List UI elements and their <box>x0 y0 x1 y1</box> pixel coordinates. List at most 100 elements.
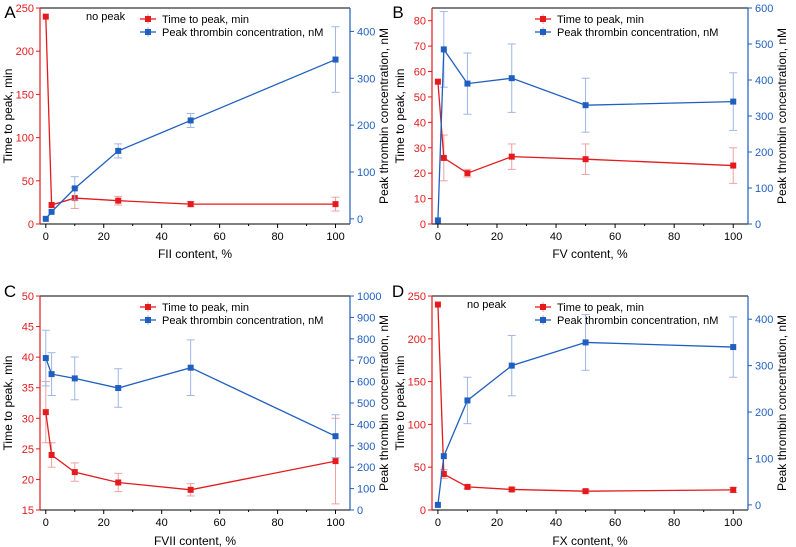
left-y-tick-label: 200 <box>16 46 34 58</box>
data-point <box>434 78 441 85</box>
data-point <box>115 147 122 154</box>
series-time-to-peak <box>41 381 340 505</box>
left-y-tick-label: 80 <box>414 16 426 28</box>
data-point <box>115 197 122 204</box>
data-point <box>508 486 515 493</box>
left-y-tick-label: 50 <box>414 462 426 474</box>
x-tick-label: 0 <box>43 517 49 529</box>
legend-label: Peak thrombin concentration, nM <box>162 27 323 39</box>
x-tick-label: 80 <box>271 517 283 529</box>
series-peak-thrombin <box>41 329 340 459</box>
panel-D: D 0 20 40 60 80 100 0 50 100 150 200 250 0 100 200 300 40… <box>392 282 789 547</box>
legend-label: Peak thrombin concentration, nM <box>557 27 718 39</box>
series-line <box>437 304 734 492</box>
annotation-no-peak: no peak <box>86 11 126 23</box>
panel-A: A 0 20 40 60 80 100 0 50 100 150 200 250 0 100 200 300 40… <box>1 3 391 261</box>
series-line <box>45 58 336 220</box>
x-tick-label: 80 <box>271 231 283 243</box>
legend-label: Time to peak, min <box>162 14 249 26</box>
legend-marker <box>540 317 546 323</box>
data-point <box>42 13 49 20</box>
data-point <box>332 56 339 63</box>
x-tick-label: 40 <box>550 231 562 243</box>
data-point <box>71 185 78 192</box>
right-y-tick-label: 600 <box>357 377 375 389</box>
data-point <box>508 75 515 82</box>
right-y-tick-label: 300 <box>357 73 375 85</box>
x-tick-label: 20 <box>491 231 503 243</box>
data-point <box>48 371 55 378</box>
right-y-tick-label: 400 <box>755 75 773 87</box>
data-point <box>48 451 55 458</box>
left-y-tick-label: 40 <box>414 117 426 129</box>
right-y-tick-label: 200 <box>755 147 773 159</box>
right-y-axis-title: Peak thrombin concentration, nM <box>775 28 789 204</box>
left-y-axis-title: Time to peak, min <box>1 356 15 451</box>
left-y-tick-label: 15 <box>22 505 34 517</box>
data-point <box>730 344 737 351</box>
x-tick-label: 60 <box>214 517 226 529</box>
right-y-tick-label: 0 <box>357 505 363 517</box>
right-y-axis-title: Peak thrombin concentration, nM <box>377 28 391 204</box>
left-y-axis-title: Time to peak, min <box>1 69 15 164</box>
right-y-tick-label: 0 <box>357 214 363 226</box>
data-point <box>582 339 589 346</box>
right-y-tick-label: 400 <box>357 419 375 431</box>
x-axis-title: FII content, % <box>158 247 232 261</box>
right-y-tick-label: 1000 <box>357 291 381 303</box>
x-tick-label: 0 <box>43 231 49 243</box>
series-line <box>437 341 734 505</box>
left-y-tick-label: 150 <box>16 89 34 101</box>
left-y-tick-label: 250 <box>16 3 34 15</box>
annotation-no-peak: no peak <box>467 299 507 311</box>
legend-label: Time to peak, min <box>557 302 644 314</box>
series-peak-thrombin <box>42 26 340 222</box>
data-point <box>115 385 122 392</box>
legend-marker <box>145 304 151 310</box>
data-point <box>434 501 441 508</box>
left-y-tick-label: 10 <box>414 194 426 206</box>
data-point <box>187 486 194 493</box>
panel-label-A: A <box>4 3 16 22</box>
series-peak-thrombin <box>434 11 738 224</box>
left-y-tick-label: 0 <box>420 505 426 517</box>
data-point <box>508 153 515 160</box>
series-line <box>437 81 734 174</box>
data-point <box>508 362 515 369</box>
data-point <box>582 102 589 109</box>
left-y-axis-title: Time to peak, min <box>393 356 407 451</box>
x-tick-label: 20 <box>98 517 110 529</box>
x-tick-label: 40 <box>550 517 562 529</box>
left-y-tick-label: 40 <box>22 352 34 364</box>
left-y-tick-label: 0 <box>28 219 34 231</box>
right-y-tick-label: 400 <box>357 26 375 38</box>
x-tick-label: 80 <box>668 231 680 243</box>
left-y-tick-label: 50 <box>22 176 34 188</box>
right-y-tick-label: 200 <box>755 407 773 419</box>
data-point <box>440 154 447 161</box>
right-y-tick-label: 100 <box>357 484 375 496</box>
data-point <box>332 433 339 440</box>
data-point <box>464 397 471 404</box>
x-axis-title: FX content, % <box>552 534 628 547</box>
left-y-tick-label: 200 <box>408 334 426 346</box>
left-y-tick-label: 20 <box>414 168 426 180</box>
data-point <box>464 80 471 87</box>
legend-label: Time to peak, min <box>162 302 249 314</box>
right-y-tick-label: 900 <box>357 312 375 324</box>
right-y-tick-label: 100 <box>755 453 773 465</box>
right-y-tick-label: 300 <box>357 441 375 453</box>
data-point <box>187 201 194 208</box>
data-point <box>582 488 589 495</box>
data-point <box>42 409 49 416</box>
series-line <box>437 47 734 221</box>
x-tick-label: 100 <box>326 517 344 529</box>
left-y-tick-label: 70 <box>414 41 426 53</box>
data-point <box>71 375 78 382</box>
left-y-tick-label: 20 <box>22 474 34 486</box>
data-point <box>42 215 49 222</box>
x-tick-label: 60 <box>214 231 226 243</box>
right-y-tick-label: 400 <box>755 314 773 326</box>
